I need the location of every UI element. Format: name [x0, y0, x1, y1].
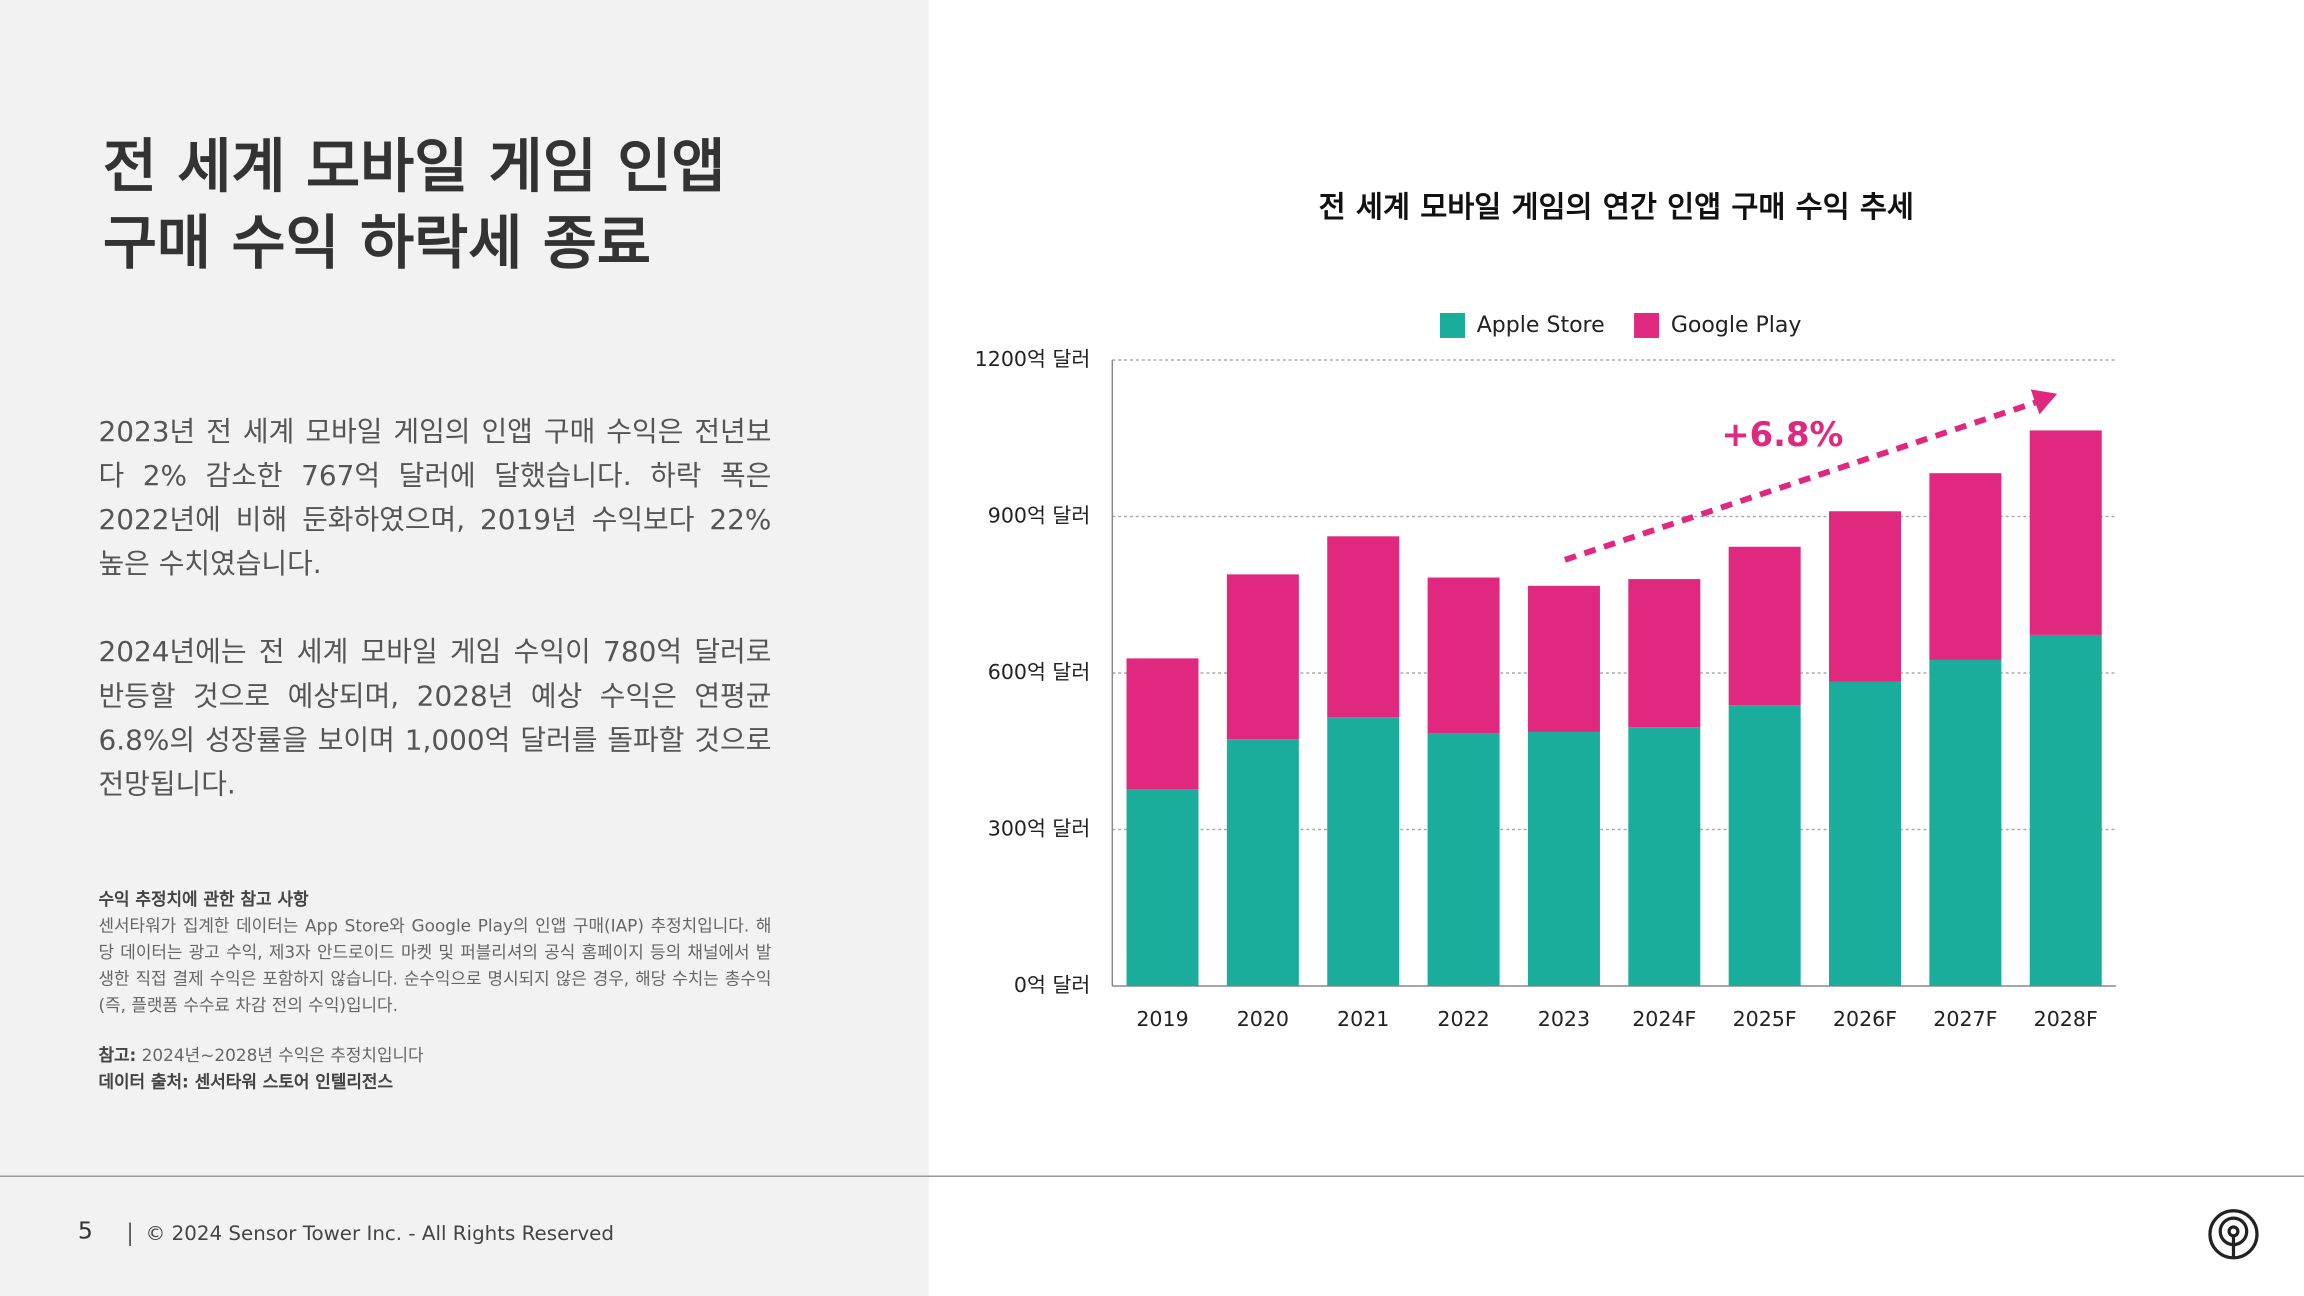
bar-segment — [1126, 789, 1199, 986]
x-tick-label: 2024F — [1632, 1007, 1696, 1031]
bar-segment — [1427, 577, 1500, 733]
ref-label: 참고: — [98, 1044, 137, 1066]
note-text: 센서타워가 집계한 데이터는 App Store와 Google Play의 인… — [98, 915, 772, 1016]
source: 데이터 출처: 센서타워 스토어 인텔리전스 — [98, 1071, 394, 1092]
logo — [2208, 1209, 2259, 1260]
left-panel — [0, 0, 929, 1296]
x-tick-label: 2028F — [2034, 1007, 2098, 1031]
trend-arrowhead — [2030, 389, 2058, 415]
legend-label: Apple Store — [1477, 313, 1605, 338]
note-heading: 수익 추정치에 관한 참고 사항 — [98, 888, 309, 910]
title-line: 전 세계 모바일 게임 인앱 — [102, 133, 726, 202]
x-tick-label: 2026F — [1833, 1007, 1897, 1031]
x-tick-label: 2020 — [1237, 1007, 1289, 1031]
copyright: © 2024 Sensor Tower Inc. - All Rights Re… — [129, 1222, 614, 1247]
bar-segment — [1327, 717, 1400, 986]
bar-segment — [1126, 658, 1199, 790]
x-tick-label: 2025F — [1733, 1007, 1797, 1031]
bar-segment — [1628, 579, 1701, 728]
bar-segment — [2029, 634, 2102, 986]
divider — [0, 1175, 2304, 1177]
legend-swatch — [1634, 312, 1660, 338]
ref-text: 2024년~2028년 수익은 추정치입니다 — [141, 1044, 424, 1066]
y-tick-label: 300억 달러 — [988, 816, 1091, 840]
chart-title: 전 세계 모바일 게임의 연간 인앱 구매 수익 추세 — [1319, 190, 1914, 224]
bar-segment — [2029, 430, 2102, 635]
trend-arrow — [1563, 398, 2041, 563]
bar-segment — [1728, 705, 1801, 986]
y-tick-label: 0억 달러 — [1014, 973, 1090, 997]
annotation: +6.8% — [1721, 415, 1843, 454]
paragraph: 2024년에는 전 세계 모바일 게임 수익이 780억 달러로 반등할 것으로… — [98, 636, 772, 801]
bar-segment — [1226, 739, 1299, 986]
y-tick-label: 1200억 달러 — [975, 347, 1091, 371]
page-number: 5 — [77, 1216, 93, 1245]
y-tick-label: 900억 달러 — [988, 503, 1091, 527]
note-ref: 참고: 2024년~2028년 수익은 추정치입니다 — [98, 1042, 771, 1068]
bar-segment — [1628, 727, 1701, 986]
y-tick-label: 600억 달러 — [988, 660, 1091, 684]
x-tick-label: 2019 — [1136, 1007, 1188, 1031]
bar-segment — [1728, 546, 1801, 706]
x-tick-label: 2027F — [1933, 1007, 1997, 1031]
bar-segment — [1427, 732, 1500, 986]
bar-segment — [1226, 574, 1299, 740]
x-tick-label: 2021 — [1337, 1007, 1389, 1031]
x-tick-label: 2023 — [1538, 1007, 1590, 1031]
bar-segment — [1929, 659, 2002, 986]
bar-segment — [1829, 511, 1902, 682]
bar-segment — [1829, 681, 1902, 986]
bar-segment — [1527, 731, 1600, 986]
bar-segment — [1327, 536, 1400, 718]
bar-segment — [1929, 473, 2002, 660]
title-line: 구매 수익 하락세 종료 — [102, 210, 651, 278]
legend-swatch — [1440, 312, 1465, 338]
legend-label: Google Play — [1671, 313, 1802, 338]
bar-segment — [1527, 585, 1600, 732]
x-tick-label: 2022 — [1437, 1007, 1489, 1031]
paragraph: 2023년 전 세계 모바일 게임의 인앱 구매 수익은 전년보다 2% 감소한… — [98, 415, 772, 581]
